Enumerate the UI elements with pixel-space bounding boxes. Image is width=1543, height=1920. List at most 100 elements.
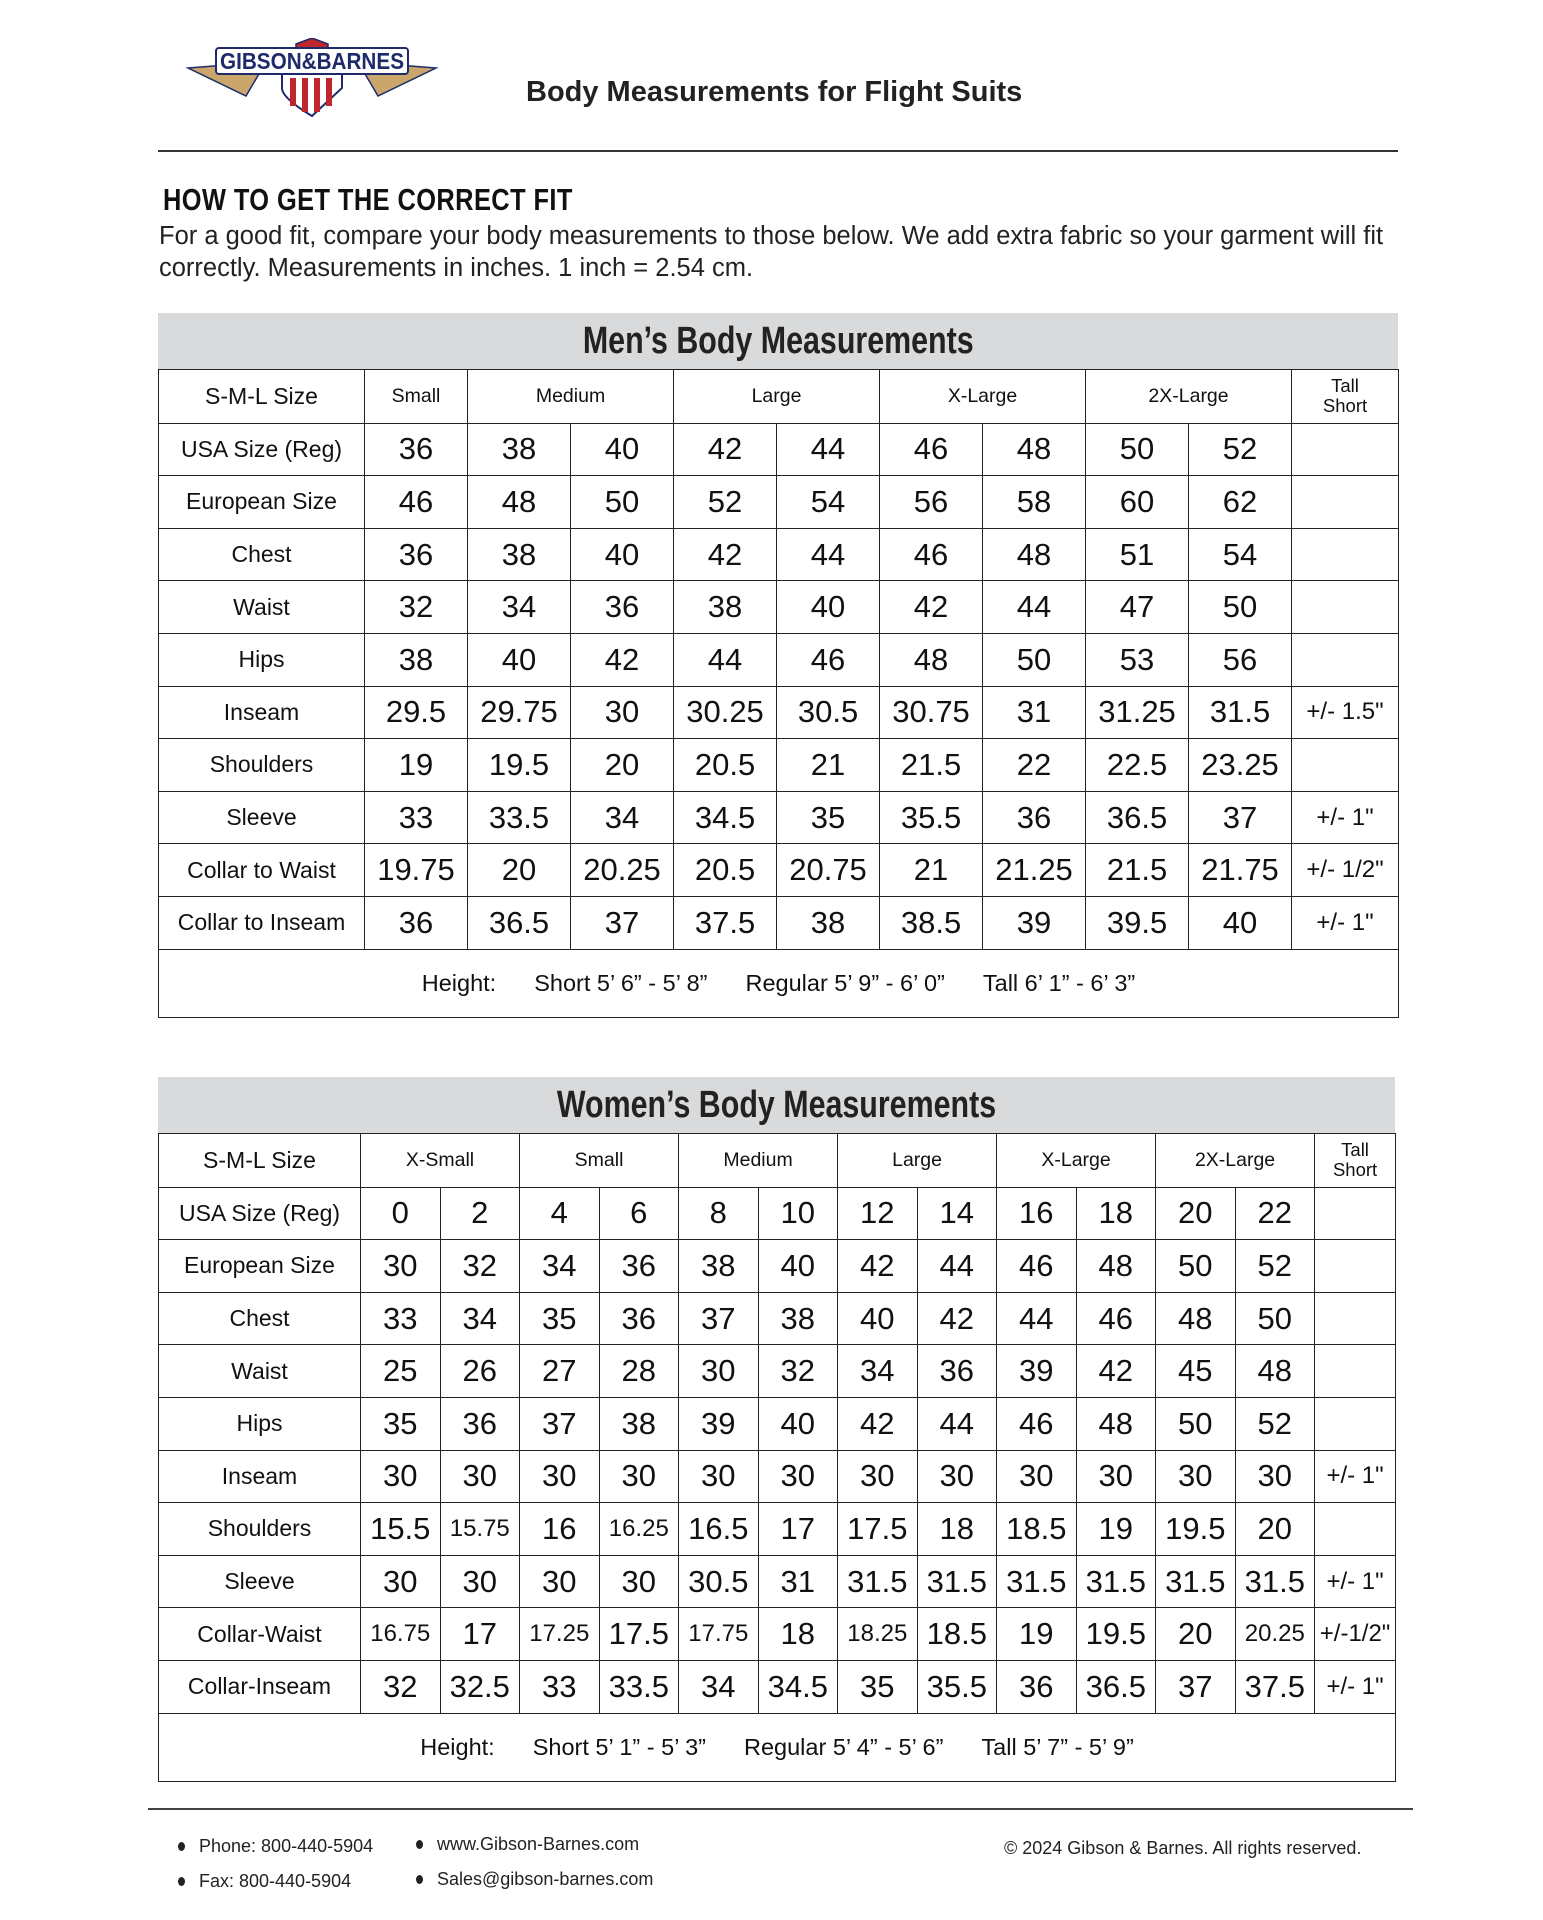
website-link[interactable]: www.Gibson-Barnes.com <box>437 1834 640 1854</box>
measurement-value: 27 <box>519 1344 600 1398</box>
measurement-value: 30 <box>837 1449 918 1504</box>
measurement-value: 48 <box>1155 1291 1236 1346</box>
footer-divider <box>148 1808 1413 1810</box>
tolerance-note: +/- 1" <box>1314 1449 1397 1504</box>
measurement-value: 53 <box>1085 632 1190 687</box>
size-group-header: Medium <box>678 1133 839 1188</box>
tolerance-note: +/- 1" <box>1291 895 1400 950</box>
tolerance-note: +/- 1.5" <box>1291 685 1400 740</box>
measurement-value: 31 <box>982 685 1087 740</box>
measurement-value: 31.5 <box>1155 1554 1236 1609</box>
measurement-value: 46 <box>879 527 984 582</box>
measurement-label: Inseam <box>158 1449 361 1504</box>
measurement-value: 16.25 <box>598 1502 680 1556</box>
measurement-value: 38 <box>467 422 571 477</box>
measurement-value: 37.5 <box>673 895 778 950</box>
email-link[interactable]: Sales@gibson-barnes.com <box>437 1869 654 1889</box>
measurement-value: 15.75 <box>439 1502 521 1556</box>
measurement-value: 34 <box>439 1291 521 1346</box>
measurement-value: 12 <box>837 1186 918 1241</box>
measurement-value: 20 <box>569 738 675 792</box>
height-row: Height: Short 5’ 1” - 5’ 3” Regular 5’ 4” … <box>157 1712 1397 1783</box>
measurement-value: 30.5 <box>776 685 881 740</box>
measurement-value: 39.5 <box>1085 895 1190 950</box>
table-row: Collar-Waist 16.75 17 17.25 17.5 17.75 18 18.25… <box>158 1607 1397 1661</box>
size-label: S-M-L Size <box>158 369 365 424</box>
measurement-value: 46 <box>776 632 881 687</box>
measurement-value: 35 <box>360 1396 441 1451</box>
measurement-value: 10 <box>757 1186 839 1241</box>
mens-measurements-section: Men’s Body Measurements S-M-L Size Small M… <box>157 313 1400 1019</box>
size-group-header: Medium <box>466 369 675 424</box>
measurement-value: 34 <box>569 790 675 845</box>
measurement-value: 44 <box>673 632 778 687</box>
table-row: Inseam 29.5 29.75 30 30.25 30.5 30.75 31 31.25 31… <box>158 685 1400 740</box>
tolerance-note <box>1314 1344 1397 1398</box>
measurement-value: 46 <box>1075 1291 1157 1346</box>
measurement-value: 50 <box>1234 1291 1316 1346</box>
measurement-value: 38 <box>757 1291 839 1346</box>
measurement-value: 21.5 <box>1085 843 1190 897</box>
table-row: Hips 38 40 42 44 46 48 50 53 56 <box>158 632 1400 687</box>
measurement-value: 48 <box>467 475 571 529</box>
measurement-value: 31.5 <box>996 1554 1077 1609</box>
measurement-value: 44 <box>916 1239 998 1293</box>
measurement-value: 40 <box>569 527 675 582</box>
tolerance-note <box>1291 580 1400 634</box>
measurement-value: 30 <box>757 1449 839 1504</box>
size-label: S-M-L Size <box>158 1133 361 1188</box>
measurement-value: 44 <box>982 580 1087 634</box>
measurement-value: 30 <box>598 1449 680 1504</box>
measurement-label: European Size <box>158 1239 361 1293</box>
measurement-value: 21.5 <box>879 738 984 792</box>
table-row: Shoulders 19 19.5 20 20.5 21 21.5 22 22.5 23.25 <box>158 738 1400 792</box>
size-group-header: Large <box>673 369 881 424</box>
table-row: USA Size (Reg) 36 38 40 42 44 46 48 50 52 <box>158 422 1400 477</box>
measurement-value: 31.5 <box>916 1554 998 1609</box>
table-row: Collar-Inseam 32 32.5 33 33.5 34 34.5 35 35.5 36 3… <box>158 1659 1397 1714</box>
measurement-value: 21.25 <box>982 843 1087 897</box>
measurement-value: 20.25 <box>569 843 675 897</box>
measurement-value: 16.5 <box>678 1502 759 1556</box>
measurement-value: 46 <box>364 475 468 529</box>
measurement-label: Collar to Inseam <box>158 895 365 950</box>
footer-copyright: © 2024 Gibson & Barnes. All rights reser… <box>1004 1838 1362 1858</box>
measurement-label: Hips <box>158 1396 361 1451</box>
tall-short-header: Tall Short <box>1291 369 1400 424</box>
measurement-value: 17 <box>757 1502 839 1556</box>
measurement-value: 30 <box>360 1554 441 1609</box>
measurement-value: 30 <box>996 1449 1077 1504</box>
measurement-value: 30 <box>1234 1449 1316 1504</box>
measurement-value: 18.5 <box>916 1607 998 1661</box>
measurement-value: 30 <box>678 1344 759 1398</box>
tolerance-note <box>1291 632 1400 687</box>
measurement-value: 54 <box>1188 527 1293 582</box>
measurement-value: 35 <box>837 1659 918 1714</box>
size-header-row: S-M-L Size Small Medium Large X-Large 2X-Larg… <box>158 369 1400 424</box>
tolerance-note <box>1291 527 1400 582</box>
table-row: Sleeve 30 30 30 30 30.5 31 31.5 31.5 31.5 31.5 31.5… <box>158 1554 1397 1609</box>
measurement-value: 19 <box>1075 1502 1157 1556</box>
womens-measurements-section: Women’s Body Measurements S-M-L Size X-Sm… <box>157 1077 1397 1783</box>
size-group-header: 2X-Large <box>1085 369 1293 424</box>
fit-instructions: For a good fit, compare your body measur… <box>159 222 1384 282</box>
tolerance-note: +/- 1" <box>1291 790 1400 845</box>
measurement-value: 36 <box>439 1396 521 1451</box>
measurement-value: 16 <box>996 1186 1077 1241</box>
measurement-value: 21 <box>879 843 984 897</box>
measurement-value: 36.5 <box>1085 790 1190 845</box>
measurement-label: Collar-Inseam <box>158 1659 361 1714</box>
measurement-value: 38 <box>364 632 468 687</box>
measurement-value: 22 <box>1234 1186 1316 1241</box>
measurement-value: 60 <box>1085 475 1190 529</box>
measurement-label: Collar-Waist <box>158 1607 361 1661</box>
measurement-value: 44 <box>916 1396 998 1451</box>
measurement-value: 54 <box>776 475 881 529</box>
measurement-value: 50 <box>982 632 1087 687</box>
measurement-value: 37 <box>1188 790 1293 845</box>
measurement-value: 42 <box>837 1239 918 1293</box>
document-title: Body Measurements for Flight Suits <box>526 76 1023 108</box>
measurement-value: 26 <box>439 1344 521 1398</box>
measurement-value: 17.25 <box>519 1607 600 1661</box>
measurement-value: 19.75 <box>364 843 468 897</box>
